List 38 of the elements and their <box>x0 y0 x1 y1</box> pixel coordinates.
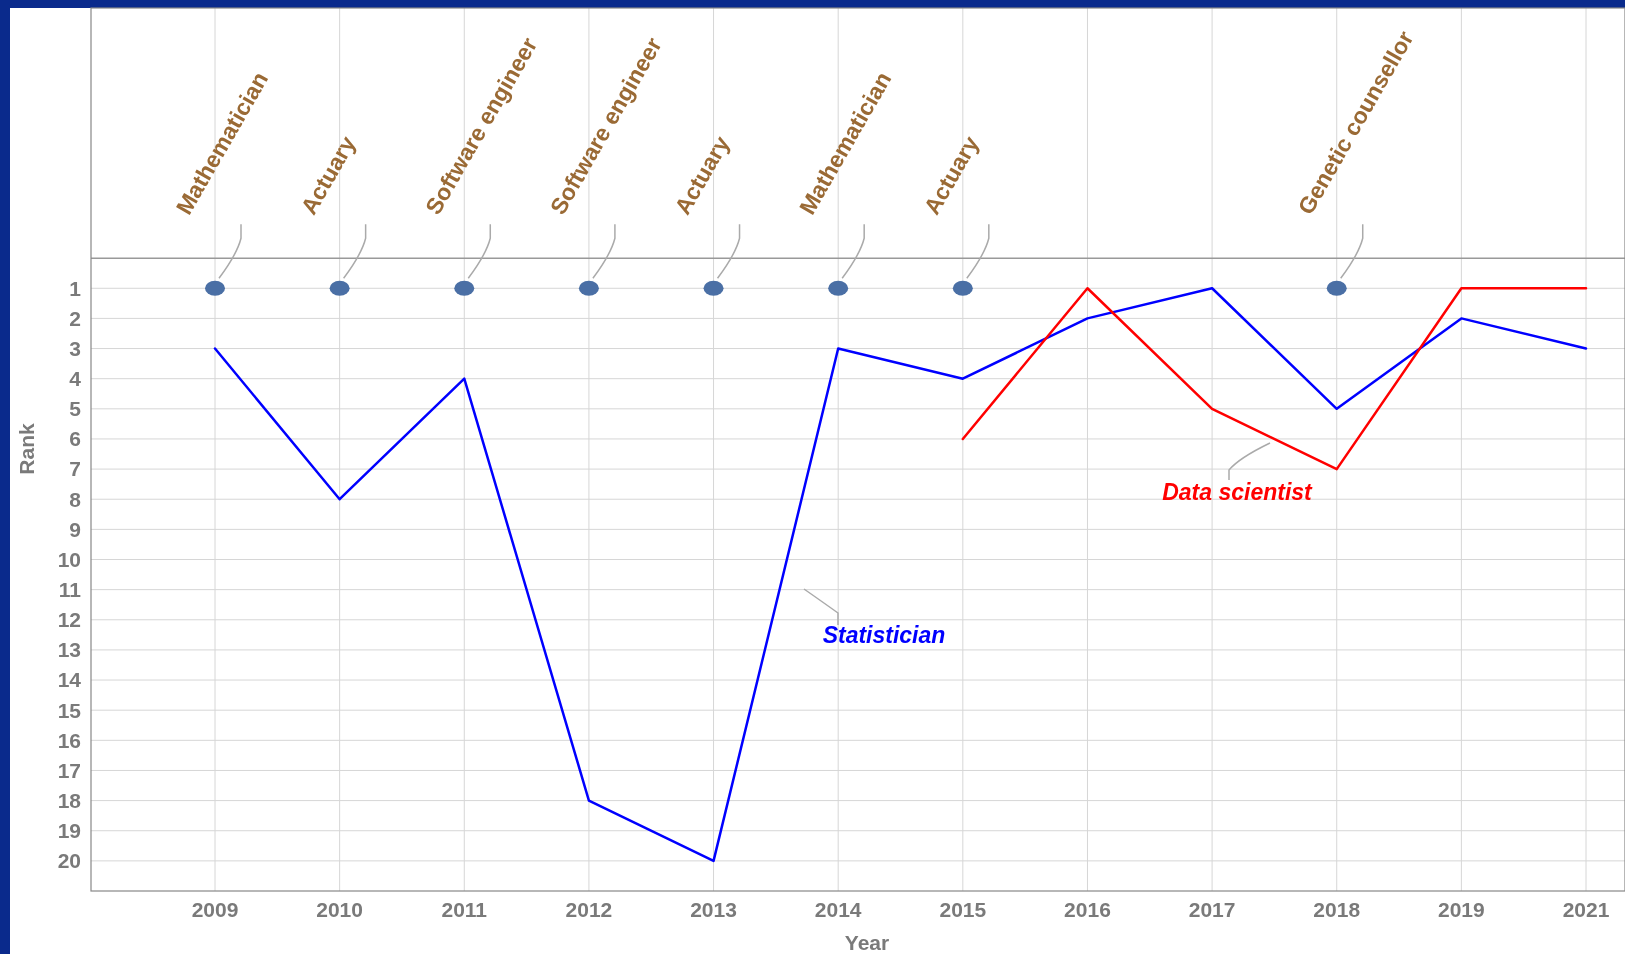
y-tick-label: 5 <box>69 397 82 421</box>
y-tick-label: 4 <box>69 367 82 391</box>
x-tick-label: 2018 <box>1313 898 1361 921</box>
y-axis-title: Rank <box>15 423 38 475</box>
x-tick-label: 2011 <box>441 898 488 921</box>
y-tick-label: 10 <box>57 547 81 571</box>
y-tick-label: 2 <box>69 306 81 330</box>
line-series <box>213 287 1588 863</box>
x-tick-label: 2017 <box>1188 898 1236 921</box>
x-tick-label: 2014 <box>814 898 862 921</box>
x-tick-label: 2012 <box>565 898 613 921</box>
x-tick-label: 2015 <box>939 898 987 921</box>
x-tick-label: 2016 <box>1064 898 1111 921</box>
y-tick-label: 16 <box>57 728 81 752</box>
series-label: Data scientist <box>1162 479 1314 505</box>
y-tick-label: 9 <box>69 517 81 541</box>
y-tick-label: 17 <box>57 758 81 782</box>
y-tick-label: 15 <box>57 698 82 722</box>
y-tick-label: 12 <box>57 608 81 632</box>
x-tick-label: 2010 <box>316 898 363 921</box>
y-tick-label: 3 <box>69 336 81 360</box>
y-tick-label: 1 <box>69 276 82 300</box>
line-series <box>961 287 1588 471</box>
x-tick-label: 2021 <box>1562 898 1610 921</box>
y-tick-label: 13 <box>57 638 81 662</box>
x-tick-label: 2019 <box>1438 898 1485 921</box>
y-tick-label: 14 <box>57 668 82 692</box>
x-tick-label: 2009 <box>191 898 239 921</box>
y-tick-label: 6 <box>69 427 81 451</box>
y-tick-label: 18 <box>57 788 82 812</box>
y-tick-label: 8 <box>69 487 82 511</box>
y-tick-label: 11 <box>58 577 82 601</box>
y-tick-label: 7 <box>69 457 81 481</box>
text: Statistician <box>822 622 946 648</box>
y-tick-label: 20 <box>57 849 81 873</box>
x-axis-title: Year <box>844 931 890 954</box>
y-tick-label: 19 <box>57 819 81 843</box>
x-tick-label: 2013 <box>690 898 737 921</box>
